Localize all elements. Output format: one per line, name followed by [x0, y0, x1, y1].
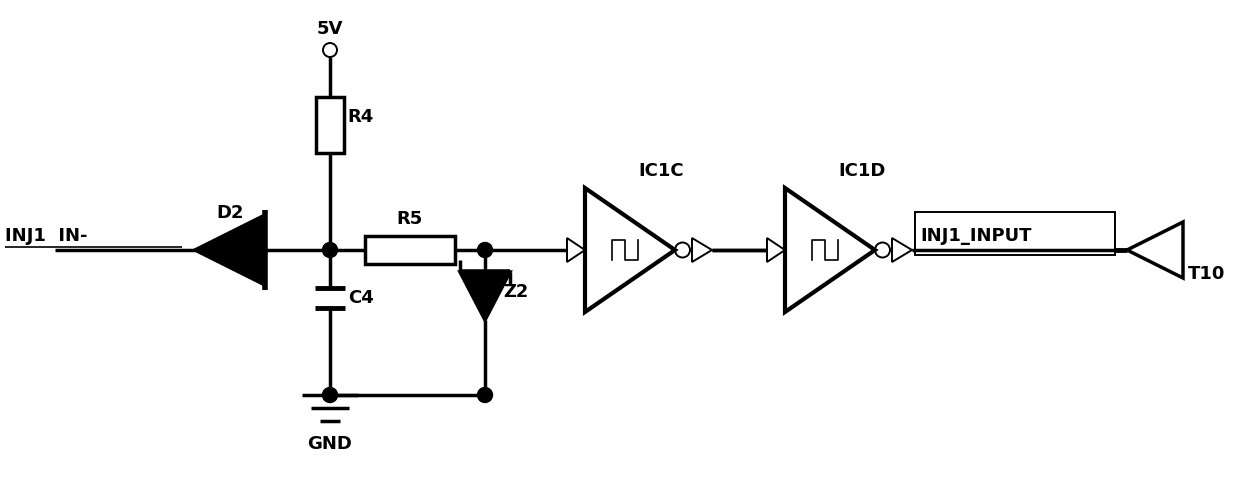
Text: IC1D: IC1D [838, 162, 885, 180]
Text: GND: GND [308, 435, 352, 453]
Text: T10: T10 [1188, 265, 1225, 283]
Circle shape [477, 387, 492, 403]
Text: R4: R4 [347, 108, 373, 126]
Bar [365, 236, 455, 264]
Polygon shape [692, 238, 712, 262]
Polygon shape [768, 238, 785, 262]
Text: R5: R5 [397, 210, 423, 228]
Polygon shape [585, 188, 675, 312]
Polygon shape [195, 215, 265, 285]
Bar [316, 97, 343, 153]
Text: D2: D2 [216, 204, 244, 222]
Text: INJ1  IN-: INJ1 IN- [5, 227, 88, 245]
Text: INJ1_INPUT: INJ1_INPUT [920, 227, 1032, 245]
Text: Z2: Z2 [503, 283, 528, 301]
Polygon shape [460, 272, 510, 320]
Circle shape [322, 242, 337, 257]
Bar [915, 212, 1115, 255]
Text: IC1C: IC1C [639, 162, 683, 180]
Circle shape [477, 242, 492, 257]
Polygon shape [785, 188, 875, 312]
Polygon shape [892, 238, 911, 262]
Circle shape [322, 387, 337, 403]
Text: 5V: 5V [316, 20, 343, 38]
Polygon shape [567, 238, 585, 262]
Text: C4: C4 [348, 289, 373, 307]
Polygon shape [1127, 222, 1183, 278]
